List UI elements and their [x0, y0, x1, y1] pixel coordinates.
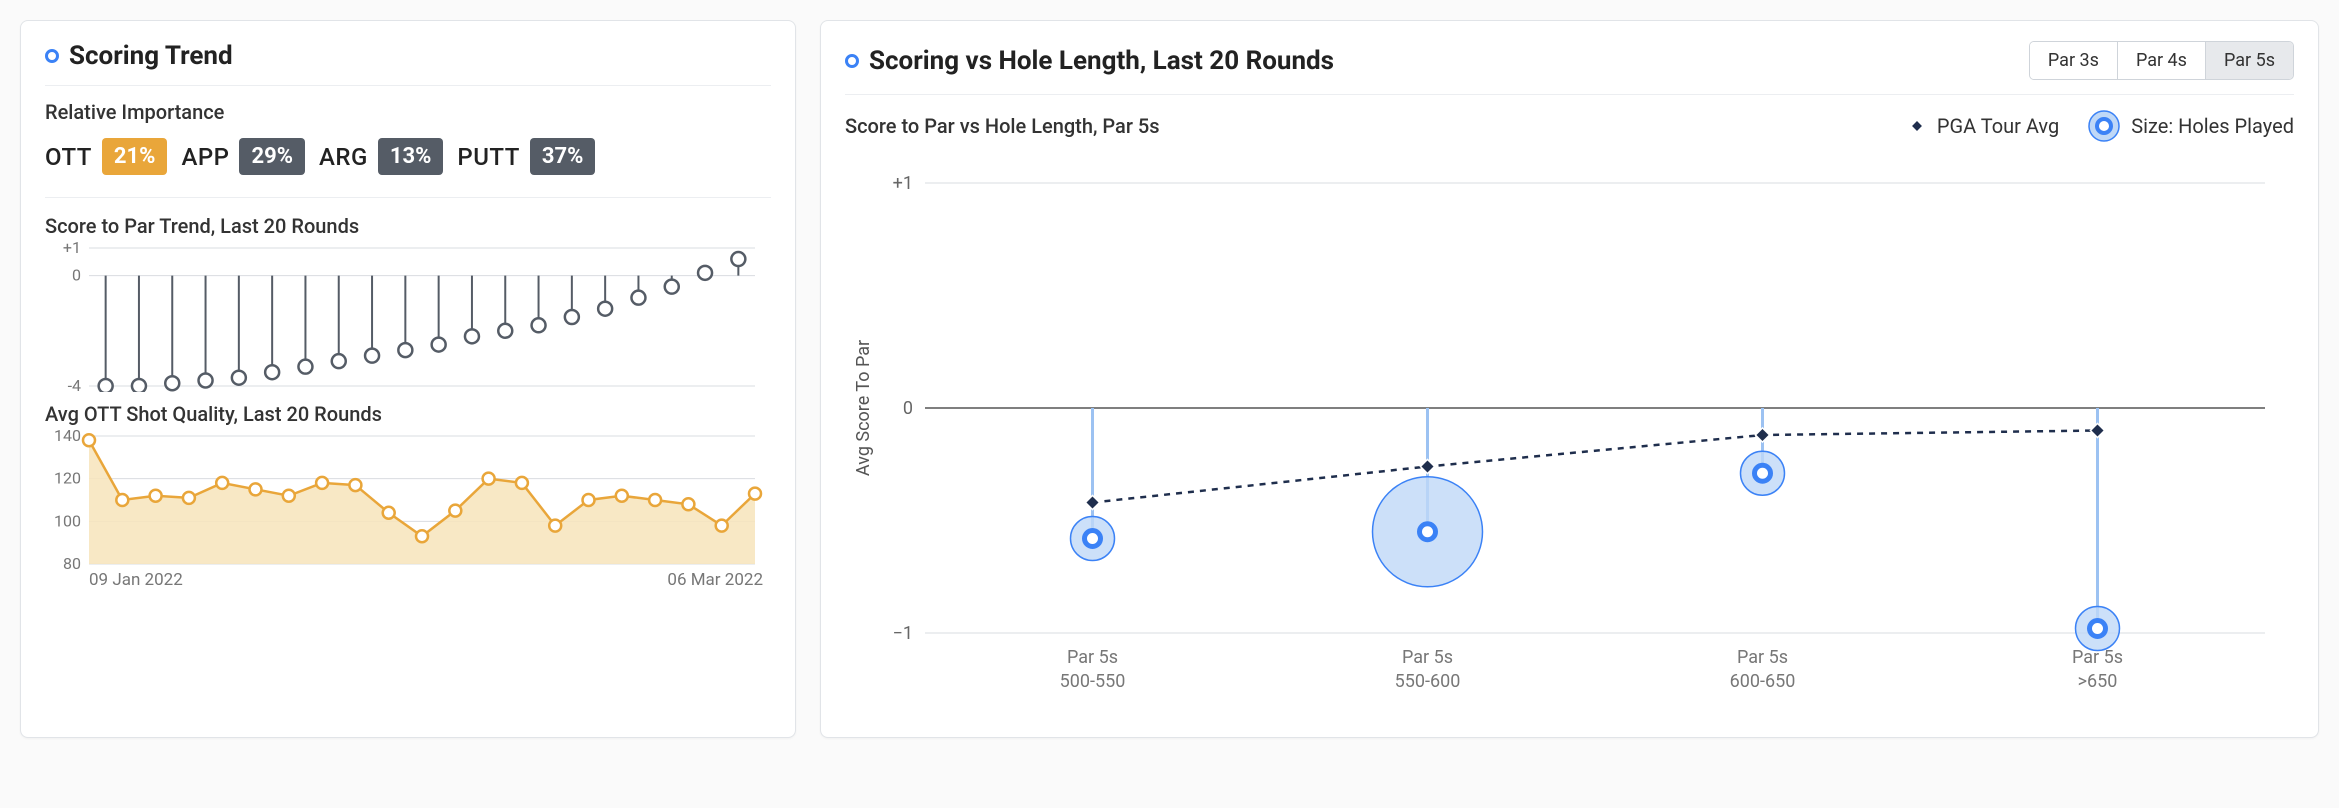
svg-text:>650: >650: [2078, 671, 2118, 692]
subtitle-row: Score to Par vs Hole Length, Par 5s PGA …: [845, 109, 2294, 143]
card-header: Scoring Trend: [45, 41, 771, 86]
svg-text:Par 5s: Par 5s: [1402, 647, 1453, 668]
svg-text:Par 5s: Par 5s: [1737, 647, 1788, 668]
svg-text:500-550: 500-550: [1060, 671, 1126, 692]
card-header: Scoring vs Hole Length, Last 20 Rounds P…: [845, 41, 2294, 95]
svg-text:Par 5s: Par 5s: [2072, 647, 2123, 668]
tab-par4s[interactable]: Par 4s: [2117, 42, 2205, 79]
svg-text:Par 5s: Par 5s: [1067, 647, 1118, 668]
scoring-trend-card: Scoring Trend Relative Importance OTT 21%…: [20, 20, 796, 738]
svg-text:-4: -4: [68, 376, 81, 392]
chart-legend: PGA Tour Avg Size: Holes Played: [1907, 109, 2294, 143]
metric-label: PUTT: [457, 143, 519, 171]
legend-size-label: Size: Holes Played: [2131, 114, 2294, 138]
metric-label: APP: [181, 143, 229, 171]
svg-text:140: 140: [54, 430, 81, 445]
ott-quality-title: Avg OTT Shot Quality, Last 20 Rounds: [45, 402, 771, 426]
metric-badge: 21%: [102, 138, 168, 175]
score-trend-chart: +1 0 -4: [45, 242, 765, 392]
bullet-icon: [45, 49, 59, 63]
metric-label: ARG: [319, 143, 368, 171]
metric-badge: 37%: [530, 138, 596, 175]
svg-text:+1: +1: [63, 242, 81, 257]
svg-text:550-600: 550-600: [1395, 671, 1461, 692]
legend-size: Size: Holes Played: [2087, 109, 2294, 143]
score-trend-title: Score to Par Trend, Last 20 Rounds: [45, 214, 771, 238]
svg-text:120: 120: [54, 469, 81, 488]
metric-arg[interactable]: ARG 13%: [319, 138, 443, 175]
metric-app[interactable]: APP 29%: [181, 138, 305, 175]
legend-avg: PGA Tour Avg: [1907, 114, 2059, 138]
tab-par3s[interactable]: Par 3s: [2030, 42, 2117, 79]
svg-text:600-650: 600-650: [1730, 671, 1796, 692]
metric-badge: 29%: [239, 138, 305, 175]
par-tabs: Par 3sPar 4sPar 5s: [2029, 41, 2294, 80]
hole-length-card: Scoring vs Hole Length, Last 20 Rounds P…: [820, 20, 2319, 738]
date-axis: 09 Jan 2022 06 Mar 2022: [45, 570, 771, 590]
svg-text:−1: −1: [893, 623, 913, 644]
date-start: 09 Jan 2022: [89, 570, 183, 590]
svg-text:100: 100: [54, 511, 81, 530]
svg-text:Avg Score To Par: Avg Score To Par: [853, 340, 874, 476]
chart-subtitle: Score to Par vs Hole Length, Par 5s: [845, 114, 1160, 138]
card-title: Scoring Trend: [69, 41, 233, 71]
svg-text:0: 0: [72, 266, 81, 285]
ott-quality-chart: 140 120 100 80: [45, 430, 765, 570]
hole-length-chart: Avg Score To Par +1 0 −1 Par 5s 500-550 Par 5s…: [845, 153, 2285, 713]
card-title: Scoring vs Hole Length, Last 20 Rounds: [869, 46, 1334, 76]
metric-ott[interactable]: OTT 21%: [45, 138, 167, 175]
importance-label: Relative Importance: [45, 100, 771, 124]
metric-badge: 13%: [378, 138, 444, 175]
svg-text:+1: +1: [893, 173, 913, 194]
importance-metrics: OTT 21% APP 29% ARG 13% PUTT 37%: [45, 138, 771, 198]
legend-avg-label: PGA Tour Avg: [1937, 114, 2059, 138]
bullet-icon: [845, 54, 859, 68]
date-end: 06 Mar 2022: [667, 570, 763, 590]
svg-text:80: 80: [63, 554, 81, 570]
diamond-icon: [1907, 116, 1927, 136]
bubble-icon: [2087, 109, 2121, 143]
metric-label: OTT: [45, 143, 92, 171]
svg-text:0: 0: [903, 398, 913, 419]
tab-par5s[interactable]: Par 5s: [2205, 42, 2293, 79]
metric-putt[interactable]: PUTT 37%: [457, 138, 595, 175]
